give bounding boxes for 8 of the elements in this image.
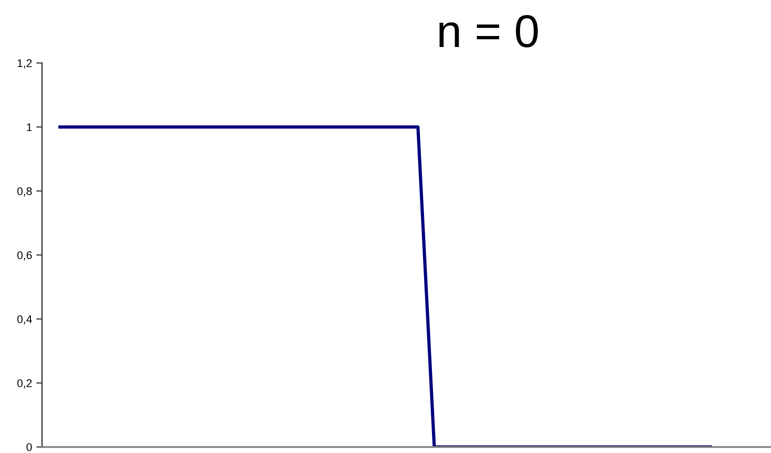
y-tick-label: 1 (26, 123, 32, 132)
y-tick-label: 0,6 (17, 251, 32, 260)
y-tick-label: 0,8 (17, 187, 32, 196)
chart-title: n = 0 (439, 14, 538, 48)
y-tick-label: 1,2 (18, 59, 32, 68)
y-tick-label: 0,2 (17, 379, 32, 388)
y-tick-label: 0,4 (17, 315, 32, 324)
y-tick-label: 0 (26, 443, 32, 452)
